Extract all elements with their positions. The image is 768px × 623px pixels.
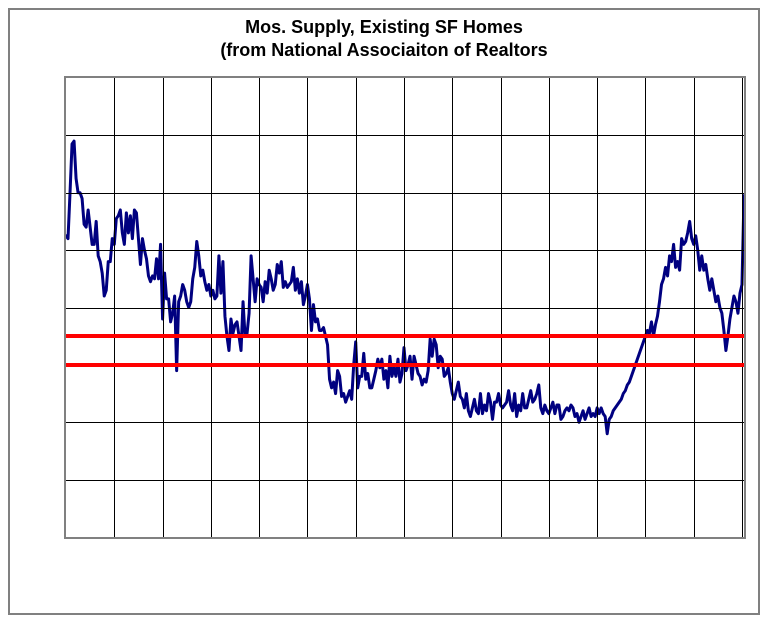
- x-axis-label: Jun-92: [296, 537, 319, 539]
- x-axis-label: Jun-08: [682, 537, 705, 539]
- gridline-v: [645, 78, 646, 537]
- x-axis-label: Jun-06: [634, 537, 657, 539]
- chart-frame: Mos. Supply, Existing SF Homes (from Nat…: [8, 8, 760, 615]
- chart-outer: Mos. Supply, Existing SF Homes (from Nat…: [0, 0, 768, 623]
- gridline-v: [259, 78, 260, 537]
- series-path: [66, 141, 744, 434]
- y-axis-label: 8: [64, 299, 66, 317]
- y-axis-label: 10: [64, 241, 66, 259]
- x-axis-label: Jun-86: [151, 537, 174, 539]
- gridline-v: [356, 78, 357, 537]
- plot-area: 0246810121416Jun-82Jun-84Jun-86Jun-88Jun…: [64, 76, 746, 539]
- x-axis-label: Jun-02: [537, 537, 560, 539]
- gridline-h: [66, 480, 744, 481]
- gridline-v: [307, 78, 308, 537]
- x-axis-label: Jun-10: [730, 537, 746, 539]
- gridline-h: [66, 135, 744, 136]
- x-axis-label: Jun-88: [199, 537, 222, 539]
- gridline-v: [114, 78, 115, 537]
- gridline-v: [163, 78, 164, 537]
- reference-line: [66, 334, 744, 338]
- gridline-v: [501, 78, 502, 537]
- x-axis-label: Jun-84: [103, 537, 126, 539]
- gridline-h: [66, 193, 744, 194]
- chart-title-line2: (from National Associaiton of Realtors: [10, 39, 758, 62]
- y-axis-label: 16: [64, 76, 66, 87]
- gridline-v: [694, 78, 695, 537]
- gridline-v: [211, 78, 212, 537]
- y-axis-label: 4: [64, 413, 66, 431]
- gridline-h: [66, 308, 744, 309]
- gridline-v: [549, 78, 550, 537]
- gridline-h: [66, 250, 744, 251]
- reference-line: [66, 363, 744, 367]
- gridline-h: [66, 422, 744, 423]
- gridline-v: [452, 78, 453, 537]
- chart-title-line1: Mos. Supply, Existing SF Homes: [10, 16, 758, 39]
- x-axis-label: Jun-96: [392, 537, 415, 539]
- x-axis-label: Jun-04: [586, 537, 609, 539]
- chart-title: Mos. Supply, Existing SF Homes (from Nat…: [10, 16, 758, 61]
- x-axis-label: Jun-98: [441, 537, 464, 539]
- x-axis-label: Jun-82: [64, 537, 78, 539]
- x-axis-label: Jun-90: [248, 537, 271, 539]
- x-axis-label: Jun-94: [344, 537, 367, 539]
- y-axis-label: 0: [64, 528, 66, 539]
- gridline-v: [742, 78, 743, 537]
- y-axis-label: 12: [64, 184, 66, 202]
- x-axis-label: Jun-00: [489, 537, 512, 539]
- y-axis-label: 2: [64, 471, 66, 489]
- y-axis-label: 14: [64, 126, 66, 144]
- gridline-v: [404, 78, 405, 537]
- gridline-v: [597, 78, 598, 537]
